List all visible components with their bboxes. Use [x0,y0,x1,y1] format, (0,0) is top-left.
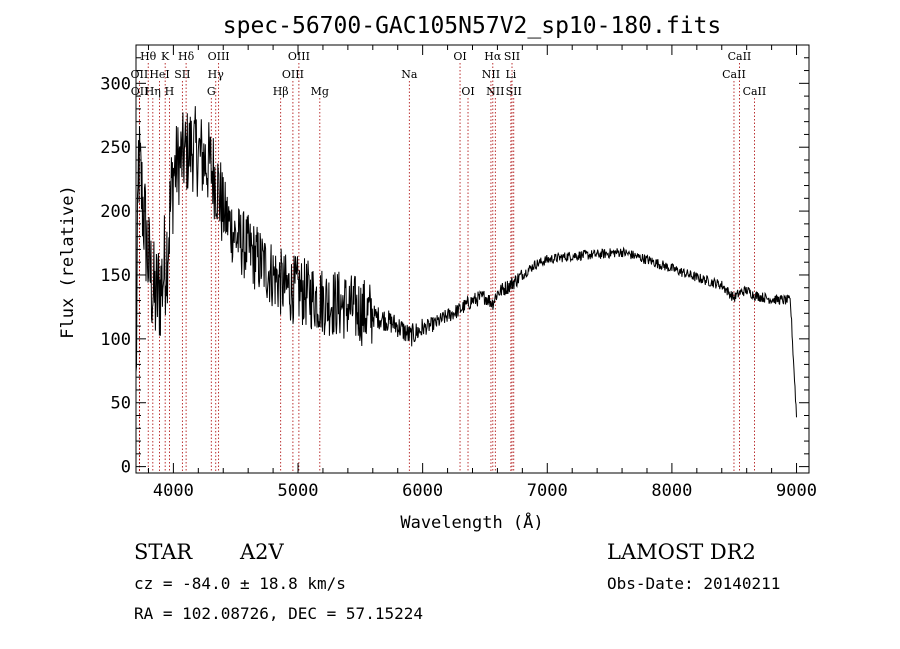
spectral-line-label: CaII [743,85,767,98]
spectral-line-label: Na [401,68,418,81]
spectral-line-label: Hδ [178,50,195,63]
spectral-line-label: Li [505,68,516,81]
spectral-line-label: G [207,85,216,98]
spectrum-chart: spec-56700-GAC105N57V2_sp10-180.fits Hθ K… [58,13,817,533]
y-tick-label: 50 [111,394,131,414]
y-tick-label: 100 [100,330,131,350]
object-class: STAR [134,540,193,564]
spectral-line-label: OIII [282,68,304,81]
spectral-line-label: Hβ [273,85,289,98]
x-axis-label: Wavelength (Å) [400,511,543,533]
y-axis-label: Flux (relative) [58,185,78,339]
redshift-velocity: cz = -84.0 ± 18.8 km/s [134,574,346,593]
observation-date: Obs-Date: 20140211 [607,574,781,593]
x-tick-label: 8000 [651,481,692,501]
spectral-line-label: K [161,50,170,63]
y-axis: 0 50 100 150 200 250 300 [100,57,809,478]
x-tick-label: 7000 [527,481,568,501]
y-tick-label: 250 [100,138,131,158]
spectral-line-label: OIII [208,50,230,63]
x-tick-label: 6000 [402,481,443,501]
spectral-line-label: NII [486,85,504,98]
plot-frame [135,44,810,474]
spectral-line-label: OI [453,50,466,63]
x-tick-label: 9000 [776,481,817,501]
y-tick-label: 150 [100,266,131,286]
spectral-line-label: SII [504,50,520,63]
y-tick-label: 0 [121,458,131,478]
spectral-line-label: Hα [484,50,502,63]
spectrum-series [135,106,797,418]
spectral-line-label: CaII [728,50,752,63]
object-subclass: A2V [240,540,284,564]
chart-title: spec-56700-GAC105N57V2_sp10-180.fits [223,13,722,39]
x-tick-label: 4000 [153,481,194,501]
y-tick-label: 200 [100,202,131,222]
x-axis: 4000 5000 6000 7000 8000 9000 [147,45,817,501]
y-tick-label: 300 [100,74,131,94]
spectral-line-label: Hη [145,85,161,98]
spectral-line-label: Mg [311,85,329,98]
x-tick-label: 5000 [278,481,319,501]
spectral-line-label: OII [131,68,149,81]
spectral-line-label: Hγ [208,68,225,81]
spectral-line-label: SII [174,68,190,81]
spectral-line-label: Hθ [140,50,157,63]
spectral-line-label: OIII [288,50,310,63]
spectral-line-label: OII [131,85,149,98]
spectral-line-label: OI [461,85,474,98]
coordinates: RA = 102.08726, DEC = 57.15224 [134,604,423,623]
spectral-line-label: CaII [722,68,746,81]
spectral-line-label: HeI [149,68,169,81]
spectral-line-label: H [165,85,175,98]
spectral-line-label: NII [482,68,500,81]
survey-name: LAMOST DR2 [607,540,756,564]
spectral-line-label: SII [506,85,522,98]
